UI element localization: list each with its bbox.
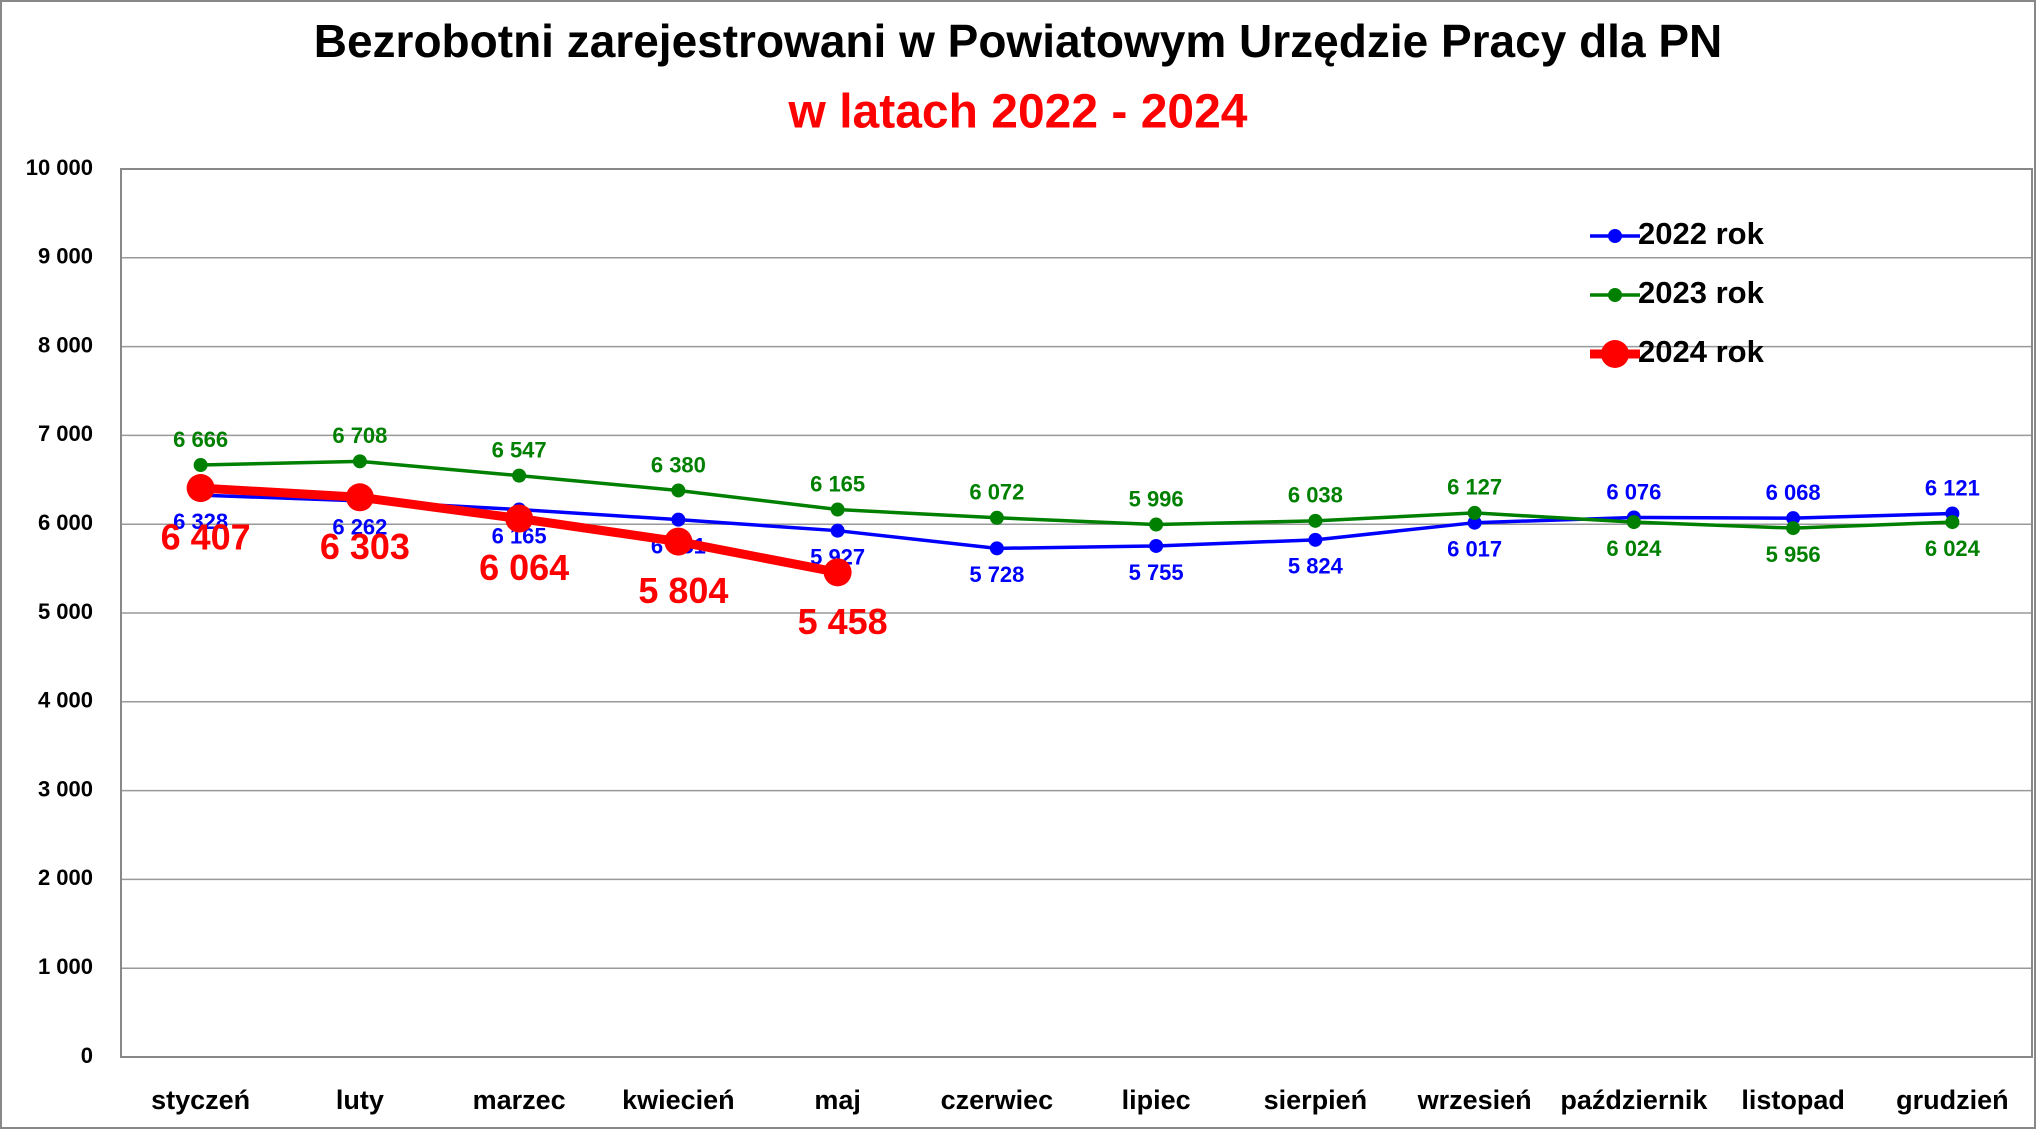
x-tick-label: październik (1560, 1085, 1708, 1115)
data-label: 5 458 (798, 601, 888, 642)
data-point (989, 541, 1004, 556)
data-point (1149, 538, 1164, 553)
data-label: 6 076 (1606, 479, 1661, 504)
data-label: 6 262 (332, 515, 387, 540)
data-point (505, 504, 534, 533)
data-label: 6 024 (1925, 536, 1981, 561)
data-label: 6 547 (492, 437, 547, 462)
x-tick-label: listopad (1741, 1085, 1845, 1115)
y-tick-label: 5 000 (38, 599, 93, 624)
y-tick-label: 9 000 (38, 244, 93, 269)
x-tick-label: czerwiec (941, 1085, 1054, 1115)
legend-marker (1608, 288, 1622, 302)
x-tick-label: maj (814, 1085, 861, 1115)
chart-title: Bezrobotni zarejestrowani w Powiatowym U… (314, 15, 1722, 67)
data-label: 6 666 (173, 427, 228, 452)
data-point (1149, 517, 1164, 532)
data-label: 5 755 (1129, 560, 1184, 585)
y-tick-label: 6 000 (38, 510, 93, 535)
legend-marker (1601, 340, 1629, 368)
data-point (1626, 515, 1641, 530)
data-label: 6 328 (173, 509, 228, 534)
data-label: 5 956 (1766, 542, 1821, 567)
data-point (1467, 505, 1482, 520)
series-line (200, 459, 1953, 530)
data-label: 6 024 (1606, 536, 1662, 561)
x-tick-label: luty (336, 1085, 384, 1115)
x-tick-label: marzec (473, 1085, 566, 1115)
data-point (671, 483, 686, 498)
data-point (823, 558, 852, 587)
data-label: 6 038 (1288, 483, 1343, 508)
data-point (345, 483, 374, 512)
y-tick-label: 1 000 (38, 954, 93, 979)
x-tick-label: lipiec (1122, 1085, 1191, 1115)
x-tick-label: sierpień (1264, 1085, 1368, 1115)
data-label: 6 072 (969, 480, 1024, 505)
data-label: 6 121 (1925, 475, 1980, 500)
data-point (186, 474, 215, 503)
data-point (352, 454, 367, 469)
data-label: 6 068 (1766, 480, 1821, 505)
data-label: 6 165 (810, 471, 865, 496)
legend-label: 2023 rok (1638, 275, 1765, 310)
data-label: 6 017 (1447, 537, 1502, 562)
data-label: 6 303 (320, 526, 410, 567)
legend-marker (1608, 229, 1622, 243)
y-tick-label: 8 000 (38, 332, 93, 357)
data-label: 5 996 (1129, 486, 1184, 511)
data-label: 6 380 (651, 452, 706, 477)
y-tick-label: 4 000 (38, 688, 93, 713)
x-tick-label: grudzień (1896, 1085, 2009, 1115)
data-point (193, 458, 208, 473)
y-tick-label: 10 000 (26, 155, 93, 180)
data-point (830, 502, 845, 517)
chart-subtitle: w latach 2022 - 2024 (788, 86, 1248, 139)
data-label: 6 708 (332, 423, 387, 448)
legend-label: 2024 rok (1638, 334, 1765, 369)
data-point (671, 512, 686, 527)
data-label: 5 824 (1288, 554, 1344, 579)
legend-label: 2022 rok (1638, 216, 1765, 251)
data-point (1786, 511, 1801, 526)
data-point (1467, 515, 1482, 530)
y-tick-label: 7 000 (38, 421, 93, 446)
x-tick-label: wrzesień (1417, 1085, 1532, 1115)
x-tick-label: kwiecień (622, 1085, 735, 1115)
data-point (1786, 521, 1801, 536)
data-point (1945, 515, 1960, 530)
y-tick-label: 0 (81, 1043, 93, 1068)
data-label: 6 127 (1447, 475, 1502, 500)
series-line (200, 493, 1953, 551)
y-tick-label: 3 000 (38, 776, 93, 801)
plot-area (120, 168, 2033, 1058)
data-label: 5 728 (969, 562, 1024, 587)
data-label: 5 804 (638, 570, 728, 611)
data-point (1308, 513, 1323, 528)
data-point (664, 527, 693, 556)
data-point (989, 510, 1004, 525)
x-tick-label: styczeń (151, 1085, 250, 1115)
data-point (830, 523, 845, 538)
data-point (512, 468, 527, 483)
data-label: 6 064 (479, 547, 569, 588)
data-label: 6 407 (161, 517, 251, 558)
y-tick-label: 2 000 (38, 865, 93, 890)
data-point (1308, 532, 1323, 547)
